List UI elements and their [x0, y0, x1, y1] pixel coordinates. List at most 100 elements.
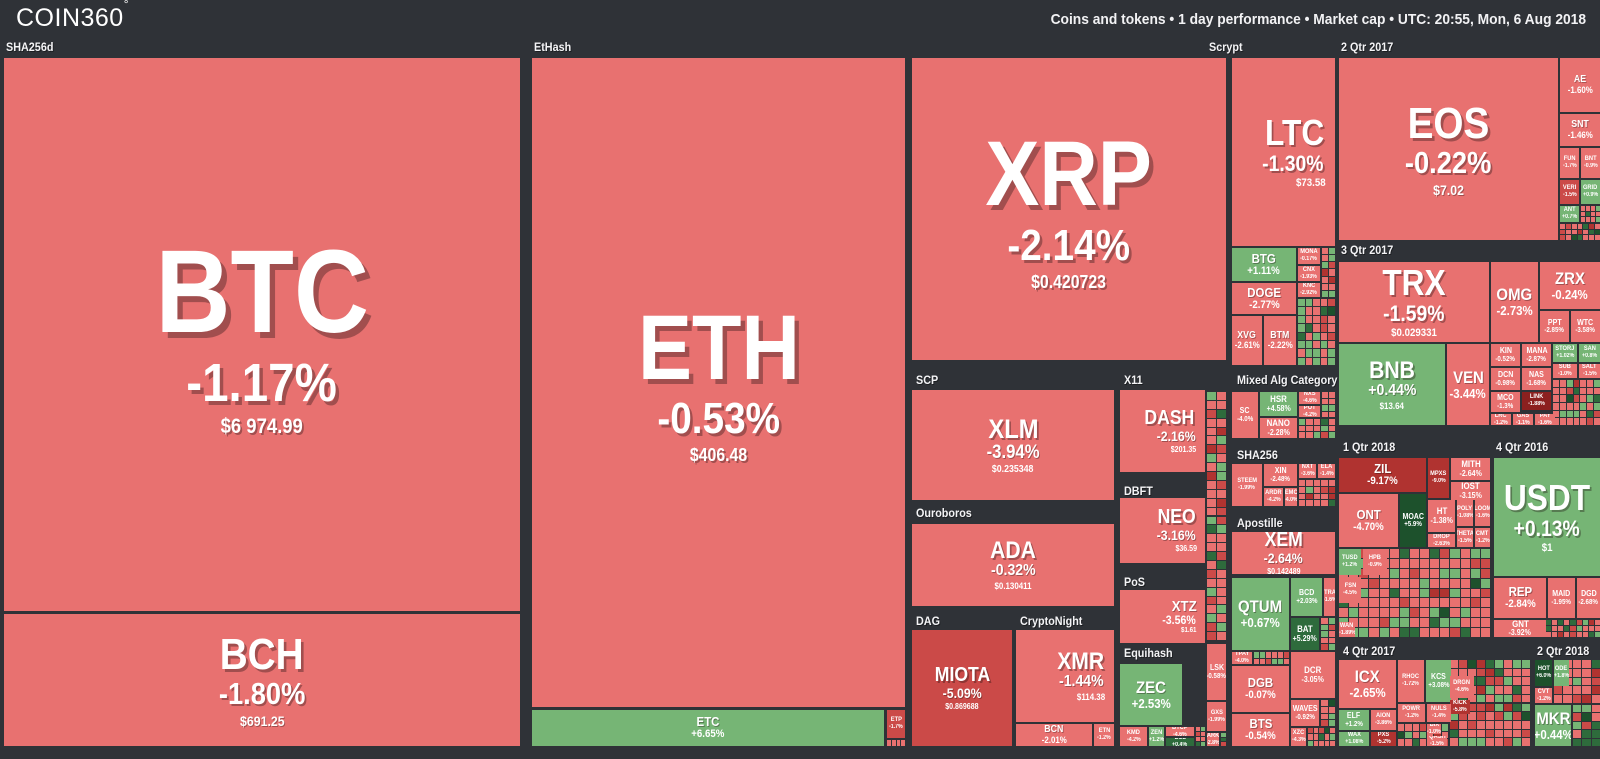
mini-coin-tile[interactable] — [1582, 686, 1591, 695]
coin-tile-etp[interactable]: ETP -1.7% — [887, 710, 905, 738]
coin-tile-xzc[interactable]: XZC -4.3% — [1291, 728, 1306, 746]
mini-coin-tile[interactable] — [1591, 695, 1600, 703]
mini-coin-tile[interactable] — [1379, 578, 1389, 588]
mini-coin-tile[interactable] — [1513, 660, 1521, 668]
mini-coin-tile[interactable] — [1321, 706, 1328, 713]
mini-coin-tile[interactable] — [1328, 624, 1335, 631]
coin-tile-steem[interactable]: STEEM -1.99% — [1232, 464, 1262, 506]
mini-coin-tile[interactable] — [1420, 618, 1430, 628]
mini-coin-tile[interactable] — [1495, 686, 1503, 694]
mini-coin-tile[interactable] — [1217, 427, 1226, 436]
mini-coin-tile[interactable] — [1196, 727, 1200, 731]
mini-coin-tile[interactable] — [1207, 632, 1216, 640]
coin-tile-ppt[interactable]: PPT -2.85% — [1540, 311, 1569, 342]
mini-coin-tile[interactable] — [1450, 729, 1458, 738]
mini-coin-tile[interactable] — [1328, 637, 1335, 644]
mini-coin-tile[interactable] — [1322, 398, 1328, 404]
coin-tile-sub[interactable]: SUB -1.0% — [1553, 364, 1577, 378]
mini-coin-tile[interactable] — [1369, 598, 1379, 608]
mini-coin-tile[interactable] — [1217, 596, 1226, 605]
mini-coin-tile[interactable] — [1582, 620, 1588, 625]
mini-coin-tile[interactable] — [1477, 712, 1485, 720]
mini-coin-tile[interactable] — [1495, 738, 1503, 746]
mini-coin-tile[interactable] — [1217, 516, 1226, 525]
mini-coin-tile[interactable] — [891, 740, 896, 746]
mini-coin-tile[interactable] — [1576, 620, 1582, 625]
mini-coin-tile[interactable] — [1591, 677, 1600, 686]
mini-coin-tile[interactable] — [1313, 349, 1320, 357]
mini-coin-tile[interactable] — [1278, 652, 1283, 658]
mini-coin-tile[interactable] — [1359, 618, 1369, 628]
mini-coin-tile[interactable] — [1564, 632, 1570, 637]
mini-coin-tile[interactable] — [1217, 614, 1226, 623]
coin-tile-mana[interactable]: MANA -2.87% — [1522, 344, 1551, 366]
mini-coin-tile[interactable] — [1570, 620, 1576, 625]
mini-coin-tile[interactable] — [1207, 525, 1216, 534]
mini-coin-tile[interactable] — [1299, 486, 1306, 493]
mini-coin-tile[interactable] — [1522, 720, 1530, 729]
mini-coin-tile[interactable] — [1440, 549, 1450, 558]
mini-coin-tile[interactable] — [1559, 410, 1566, 418]
mini-coin-tile[interactable] — [1419, 731, 1427, 739]
coin-tile-zen[interactable]: ZEN +1.2% — [1149, 727, 1164, 746]
mini-coin-tile[interactable] — [1591, 206, 1595, 211]
mini-coin-tile[interactable] — [1284, 658, 1289, 664]
mini-coin-tile[interactable] — [1480, 598, 1490, 608]
mini-coin-tile[interactable] — [1573, 403, 1580, 410]
coin-tile-xlm[interactable]: XLM -3.94% $0.235348 — [912, 390, 1114, 500]
mini-coin-tile[interactable] — [1486, 694, 1494, 703]
mini-coin-tile[interactable] — [1409, 568, 1420, 578]
mini-coin-tile[interactable] — [1217, 392, 1226, 400]
mini-coin-tile[interactable] — [1504, 729, 1512, 738]
mini-coin-tile[interactable] — [1477, 677, 1485, 686]
mini-coin-tile[interactable] — [1495, 712, 1503, 720]
coin-tile-hpb[interactable]: HPB -0.9% — [1363, 549, 1387, 575]
mini-coin-tile[interactable] — [1207, 534, 1216, 543]
mini-coin-tile[interactable] — [896, 740, 901, 746]
mini-coin-tile[interactable] — [1565, 235, 1571, 240]
mini-coin-tile[interactable] — [1470, 558, 1480, 568]
mini-coin-tile[interactable] — [1582, 713, 1591, 721]
mini-coin-tile[interactable] — [1379, 618, 1389, 628]
mini-coin-tile[interactable] — [1328, 419, 1335, 425]
mini-coin-tile[interactable] — [1430, 588, 1440, 598]
coin-tile-gas[interactable]: GAS -1.1% — [1513, 414, 1533, 425]
mini-coin-tile[interactable] — [1313, 728, 1319, 734]
mini-coin-tile[interactable] — [1477, 686, 1485, 694]
mini-coin-tile[interactable] — [1572, 677, 1582, 686]
mini-coin-tile[interactable] — [1359, 578, 1369, 588]
mini-coin-tile[interactable] — [1409, 608, 1420, 618]
mini-coin-tile[interactable] — [1486, 668, 1494, 677]
mini-coin-tile[interactable] — [1573, 387, 1580, 395]
mini-coin-tile[interactable] — [1430, 628, 1440, 637]
mini-coin-tile[interactable] — [1409, 588, 1420, 598]
mini-coin-tile[interactable] — [1329, 290, 1335, 297]
mini-coin-tile[interactable] — [1504, 694, 1512, 703]
mini-coin-tile[interactable] — [1321, 480, 1328, 486]
mini-coin-tile[interactable] — [1513, 677, 1521, 686]
mini-coin-tile[interactable] — [1586, 211, 1590, 217]
mini-coin-tile[interactable] — [1581, 211, 1585, 217]
mini-coin-tile[interactable] — [1522, 694, 1530, 703]
mini-coin-tile[interactable] — [1328, 700, 1335, 706]
mini-coin-tile[interactable] — [1495, 677, 1503, 686]
mini-coin-tile[interactable] — [1495, 703, 1503, 712]
mini-coin-tile[interactable] — [1399, 549, 1409, 558]
mini-coin-tile[interactable] — [1328, 340, 1335, 349]
mini-coin-tile[interactable] — [1207, 605, 1216, 614]
coin-tile-wtc[interactable]: WTC -3.58% — [1571, 311, 1600, 342]
mini-coin-tile[interactable] — [1321, 713, 1328, 720]
mini-coin-tile[interactable] — [1389, 628, 1399, 637]
coin-tile-mco[interactable]: MCO -1.3% — [1491, 392, 1520, 412]
mini-coin-tile[interactable] — [1328, 480, 1335, 486]
mini-coin-tile[interactable] — [1217, 463, 1226, 472]
coin-tile-strat[interactable]: STRAT-1.6% — [1324, 578, 1335, 616]
mini-coin-tile[interactable] — [1313, 419, 1321, 425]
mini-coin-tile[interactable] — [1298, 357, 1305, 365]
coin-tile-xtz[interactable]: XTZ -3.56% $1.61 — [1120, 590, 1205, 643]
mini-coin-tile[interactable] — [1313, 486, 1321, 493]
coin-tile-aion[interactable]: AION -3.86% — [1371, 710, 1396, 730]
mini-coin-tile[interactable] — [1450, 712, 1458, 720]
mini-coin-tile[interactable] — [1573, 713, 1582, 721]
mini-coin-tile[interactable] — [1582, 677, 1591, 686]
